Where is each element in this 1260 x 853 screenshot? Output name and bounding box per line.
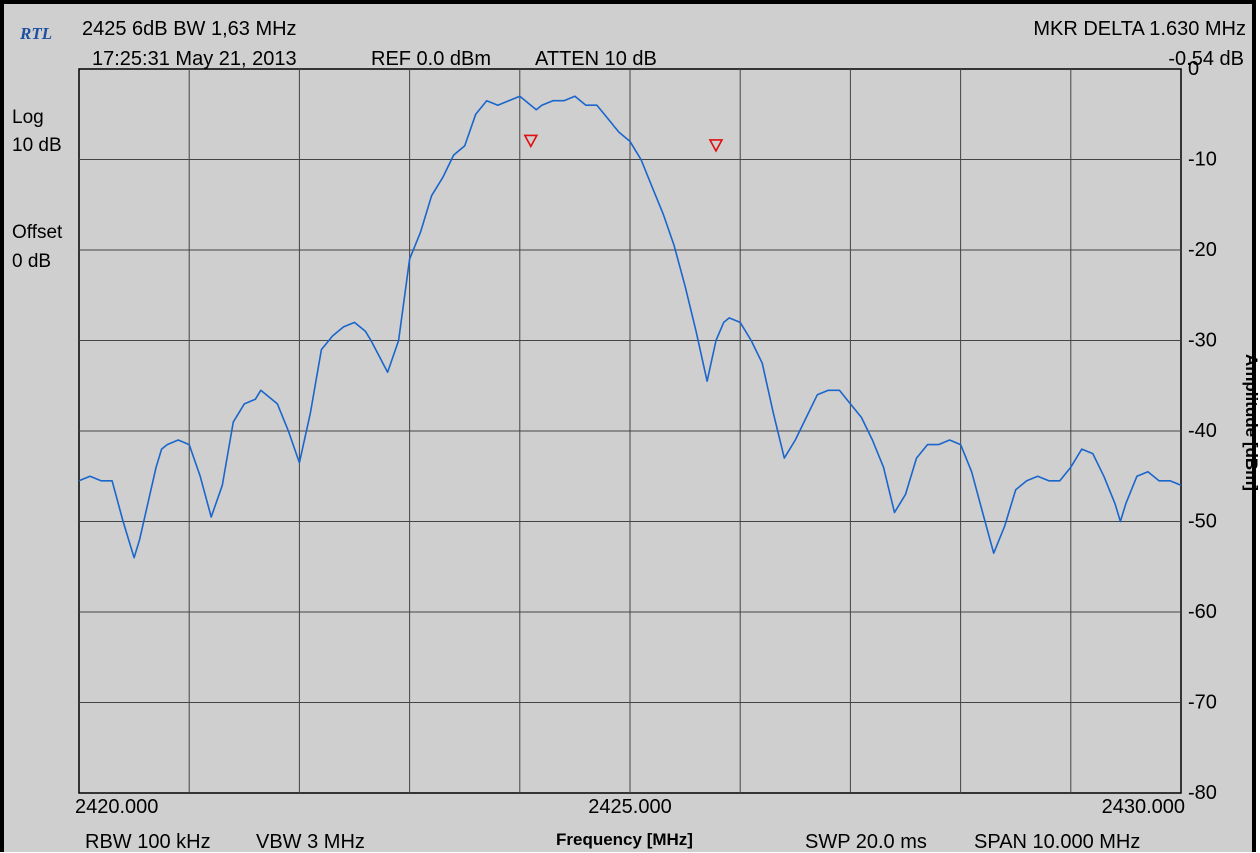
- rbw-label: RBW 100 kHz: [85, 831, 211, 853]
- y-tick-label: -70: [1188, 692, 1217, 714]
- y-tick-label: -20: [1188, 239, 1217, 261]
- x-axis-title: Frequency [MHz]: [556, 830, 693, 849]
- spectrum-trace: [78, 95, 1182, 559]
- y-tick-label: -60: [1188, 601, 1217, 623]
- y-tick-label: -40: [1188, 420, 1217, 442]
- marker-delta-value: -0.54 dB: [1168, 48, 1244, 70]
- y-tick-label: -80: [1188, 782, 1217, 804]
- y-tick-label: -10: [1188, 149, 1217, 171]
- y-tick-label: 0: [1188, 58, 1199, 80]
- reference-level: REF 0.0 dBm: [371, 48, 492, 70]
- timestamp: 17:25:31 May 21, 2013: [92, 48, 297, 70]
- attenuation: ATTEN 10 dB: [535, 48, 657, 70]
- offset-label: Offset: [12, 222, 63, 243]
- rtl-logo: RTL: [20, 24, 53, 43]
- scale-mode-label: Log: [12, 107, 44, 128]
- marker-2: [708, 139, 724, 153]
- offset-value: 0 dB: [12, 251, 52, 272]
- plot-title: 2425 6dB BW 1,63 MHz: [82, 18, 297, 40]
- scale-per-div-label: 10 dB: [12, 135, 62, 156]
- marker-1: [523, 134, 539, 149]
- x-tick-label: 2430.000: [1102, 796, 1185, 818]
- x-tick-label: 2425.000: [588, 796, 671, 818]
- y-tick-label: -50: [1188, 511, 1217, 533]
- y-tick-label: -30: [1188, 330, 1217, 352]
- marker-delta-label: MKR DELTA 1.630 MHz: [1033, 18, 1246, 40]
- sweep-label: SWP 20.0 ms: [805, 831, 927, 853]
- span-label: SPAN 10.000 MHz: [974, 831, 1141, 853]
- x-tick-label: 2420.000: [75, 796, 158, 818]
- vbw-label: VBW 3 MHz: [256, 831, 365, 853]
